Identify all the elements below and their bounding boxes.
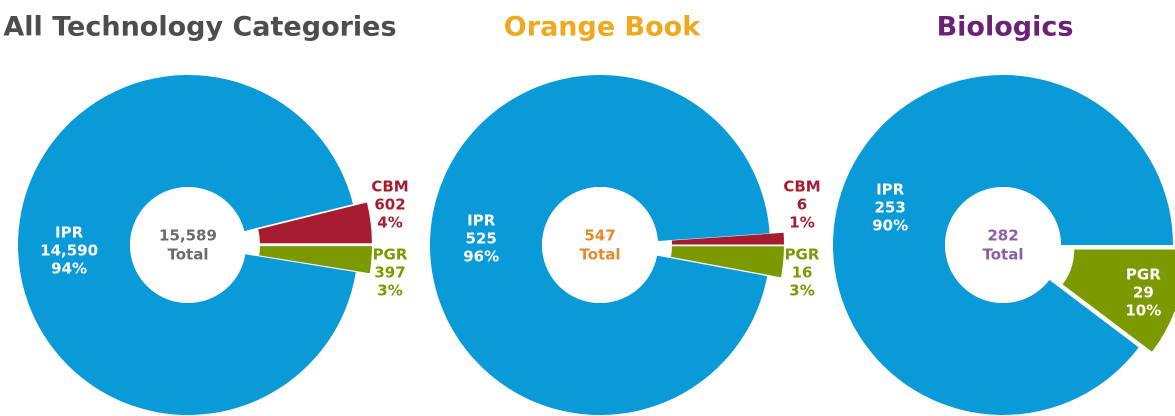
slice-label: PGR <box>785 246 820 264</box>
slice-label: IPR <box>876 181 905 199</box>
slice-label: 96% <box>463 248 499 266</box>
slice-label: 3% <box>377 282 402 300</box>
donut-hole <box>130 187 246 303</box>
center-label: Total <box>580 246 621 264</box>
slice-label: 94% <box>51 259 87 277</box>
center-label: Total <box>983 246 1024 264</box>
pie-slice <box>259 246 372 274</box>
slice-label: 4% <box>377 214 402 232</box>
slice-label: 602 <box>374 196 405 214</box>
center-total: 15,589 <box>159 227 217 245</box>
slice-label: PGR <box>373 246 408 264</box>
pie-slice <box>671 232 784 245</box>
pie-slice <box>18 74 356 415</box>
slice-label: PGR <box>1126 265 1161 283</box>
slice-label: 16 <box>792 264 813 282</box>
slice-label: 14,590 <box>40 241 98 259</box>
slice-label: 1% <box>789 214 814 232</box>
center-label: Total <box>168 246 209 264</box>
pie-slice <box>670 246 784 278</box>
slice-label: CBM <box>371 178 408 196</box>
slice-label: 90% <box>872 217 908 235</box>
slice-label: IPR <box>467 212 496 230</box>
chart-title: Biologics <box>937 12 1074 43</box>
chart-title: Orange Book <box>504 12 701 43</box>
slice-label: CBM <box>783 178 820 196</box>
slice-label: 29 <box>1133 283 1154 301</box>
slice-label: 397 <box>374 264 405 282</box>
donut-hole <box>542 187 658 303</box>
pie-slice <box>1062 249 1175 352</box>
slice-label: 10% <box>1125 301 1161 319</box>
slice-label: 6 <box>797 196 807 214</box>
donut-hole <box>945 187 1061 303</box>
slice-label: IPR <box>55 223 84 241</box>
center-total: 282 <box>987 227 1018 245</box>
center-total: 547 <box>584 227 615 245</box>
slice-label: 253 <box>875 199 906 217</box>
slice-label: 3% <box>789 282 814 300</box>
pie-slice <box>430 74 770 415</box>
pie-slice <box>258 202 372 244</box>
chart-title: All Technology Categories <box>3 12 396 43</box>
slice-label: 525 <box>466 230 497 248</box>
